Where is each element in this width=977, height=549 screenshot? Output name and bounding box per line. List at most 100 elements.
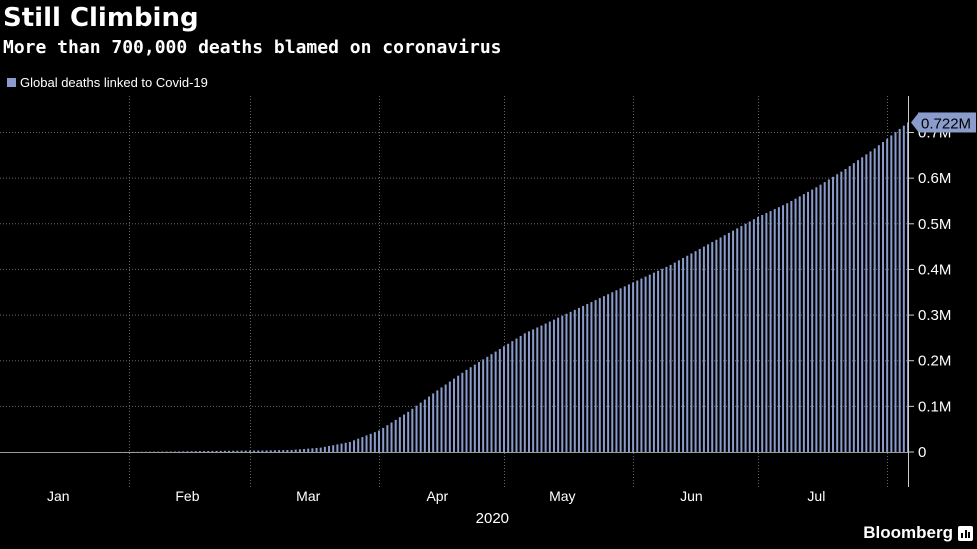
bar bbox=[715, 239, 718, 452]
bar bbox=[373, 432, 376, 452]
bar bbox=[602, 296, 605, 452]
bar bbox=[790, 200, 793, 452]
bar bbox=[290, 449, 293, 452]
y-tick-label: 0.5M bbox=[918, 216, 951, 233]
bar bbox=[428, 396, 431, 452]
bar bbox=[169, 451, 172, 453]
bar bbox=[265, 450, 268, 452]
bar bbox=[857, 160, 860, 452]
bar bbox=[173, 451, 176, 453]
bar bbox=[273, 450, 276, 452]
bar bbox=[619, 288, 622, 452]
bar bbox=[782, 205, 785, 452]
bar bbox=[332, 445, 335, 452]
bar bbox=[869, 151, 872, 453]
bar bbox=[607, 294, 610, 452]
bar bbox=[573, 309, 576, 452]
bar bbox=[827, 179, 830, 452]
bar bbox=[673, 262, 676, 452]
bar bbox=[694, 251, 697, 452]
legend-swatch bbox=[7, 77, 16, 87]
bar bbox=[669, 264, 672, 452]
bar bbox=[394, 419, 397, 452]
bar bbox=[311, 448, 314, 452]
bar bbox=[382, 427, 385, 452]
bar bbox=[223, 450, 226, 452]
bar bbox=[365, 435, 368, 452]
bar bbox=[840, 171, 843, 452]
bar bbox=[877, 145, 880, 453]
bar bbox=[623, 286, 626, 452]
bar bbox=[336, 444, 339, 452]
bar bbox=[448, 381, 451, 452]
bar bbox=[482, 359, 485, 452]
bar bbox=[902, 125, 905, 453]
bar bbox=[815, 187, 818, 452]
bar bbox=[644, 276, 647, 452]
x-tick-label: Mar bbox=[296, 488, 320, 504]
chart-title: Still Climbing bbox=[3, 3, 199, 33]
bar bbox=[378, 430, 381, 452]
bar bbox=[494, 351, 497, 452]
y-tick-label: 0.1M bbox=[918, 398, 951, 415]
bar bbox=[519, 335, 522, 452]
bar bbox=[457, 375, 460, 452]
bar bbox=[552, 319, 555, 452]
bar bbox=[515, 338, 518, 452]
bar bbox=[386, 425, 389, 452]
y-tick-label: 0 bbox=[918, 444, 926, 461]
bar bbox=[398, 417, 401, 452]
bar bbox=[886, 138, 889, 452]
bar bbox=[357, 438, 360, 452]
x-tick-label: Jun bbox=[680, 488, 703, 504]
bar bbox=[819, 184, 822, 453]
bar bbox=[811, 189, 814, 452]
bar bbox=[527, 331, 530, 452]
bar bbox=[286, 450, 289, 452]
bar bbox=[882, 141, 885, 452]
bar bbox=[215, 450, 218, 452]
bar bbox=[661, 268, 664, 452]
bar bbox=[415, 405, 418, 452]
bar bbox=[207, 451, 210, 452]
bar bbox=[228, 450, 231, 452]
bar bbox=[219, 450, 222, 452]
bar bbox=[832, 176, 835, 452]
bar bbox=[544, 323, 547, 452]
bar bbox=[340, 443, 343, 452]
bar bbox=[798, 196, 801, 452]
y-tick-label: 0.6M bbox=[918, 170, 951, 187]
bar bbox=[236, 450, 239, 452]
bar bbox=[757, 216, 760, 452]
bar bbox=[727, 232, 730, 452]
x-tick-label: Feb bbox=[175, 488, 199, 504]
bar bbox=[536, 327, 539, 452]
bar bbox=[548, 321, 551, 452]
bar bbox=[469, 367, 472, 452]
bar bbox=[748, 221, 751, 452]
bar bbox=[407, 411, 410, 452]
bar bbox=[328, 446, 331, 452]
bar bbox=[557, 317, 560, 452]
bar bbox=[582, 305, 585, 452]
bar bbox=[657, 270, 660, 452]
last-value-badge bbox=[918, 112, 976, 133]
chart-legend: Global deaths linked to Covid-19 bbox=[7, 73, 208, 91]
bar bbox=[732, 230, 735, 452]
bar bbox=[740, 226, 743, 452]
bar bbox=[502, 346, 505, 452]
bar bbox=[436, 390, 439, 452]
bar bbox=[240, 450, 243, 452]
bar bbox=[498, 348, 501, 452]
bar bbox=[257, 450, 260, 452]
bar bbox=[477, 362, 480, 452]
bar bbox=[269, 450, 272, 452]
bar bbox=[523, 333, 526, 452]
bar bbox=[627, 284, 630, 452]
bar bbox=[611, 292, 614, 452]
bar bbox=[861, 157, 864, 453]
bar bbox=[723, 235, 726, 452]
last-value-label: 0.722M bbox=[921, 115, 971, 132]
x-axis-year-label: 2020 bbox=[476, 510, 509, 527]
bar bbox=[440, 387, 443, 452]
